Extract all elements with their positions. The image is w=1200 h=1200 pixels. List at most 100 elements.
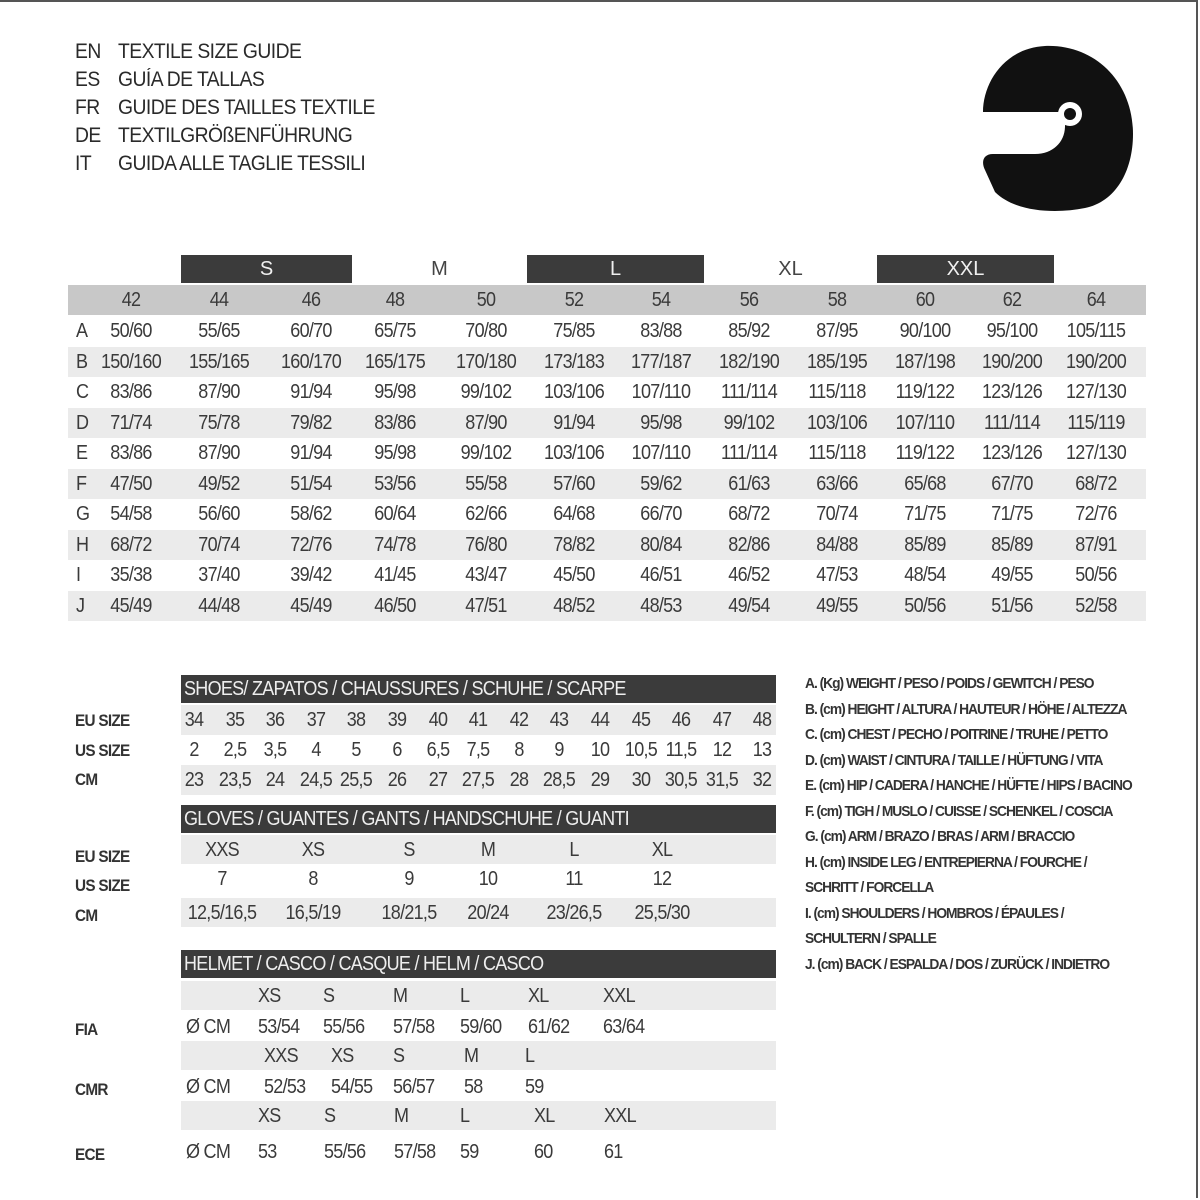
unit-label: Ø CM xyxy=(186,1076,231,1098)
table-cell: 40 xyxy=(428,709,447,731)
table-cell: 6 xyxy=(392,739,402,761)
table-cell: 4 xyxy=(311,739,321,761)
table-row-stripe xyxy=(181,1101,776,1130)
row-label: A xyxy=(76,320,88,342)
row-label: ECE xyxy=(75,1145,105,1164)
table-cell: 9 xyxy=(404,868,414,890)
table-cell: 10 xyxy=(478,868,498,890)
table-cell: 182/190 xyxy=(718,350,780,373)
row-label: E xyxy=(76,442,88,464)
table-cell: 3,5 xyxy=(263,739,288,761)
table-cell: 36 xyxy=(265,709,285,731)
table-cell: 99/102 xyxy=(460,381,512,403)
section-title: SHOES/ ZAPATOS / CHAUSSURES / SCHUHE / S… xyxy=(181,675,776,703)
table-cell: 99/102 xyxy=(460,442,512,464)
language-code: ES xyxy=(75,68,100,91)
table-cell: 45/49 xyxy=(110,594,152,617)
table-cell: 80/84 xyxy=(640,533,682,556)
table-cell: 35 xyxy=(225,709,244,731)
guide-title: TEXTILGRÖßENFÜHRUNG xyxy=(118,124,353,147)
table-cell: 8 xyxy=(308,868,318,890)
table-cell: 43/47 xyxy=(465,564,507,586)
row-label: B xyxy=(76,350,88,373)
table-cell: 53 xyxy=(258,1141,277,1163)
table-cell: 87/95 xyxy=(816,320,858,342)
size-label: L xyxy=(525,1045,535,1067)
table-cell: 71/75 xyxy=(991,503,1033,525)
table-cell: 75/78 xyxy=(198,411,240,434)
size-label: XL xyxy=(528,985,549,1007)
table-cell: 59 xyxy=(525,1076,544,1098)
table-cell: 24,5 xyxy=(299,769,333,791)
table-row-stripe xyxy=(68,590,1146,621)
table-cell: 28 xyxy=(509,769,529,791)
table-cell: 103/106 xyxy=(543,442,605,464)
table-cell: 72/76 xyxy=(1075,503,1117,525)
table-row-stripe xyxy=(181,1041,776,1070)
table-row-stripe xyxy=(181,835,776,864)
table-cell: 111/114 xyxy=(720,442,778,464)
table-cell: 11 xyxy=(565,868,583,890)
table-cell: 47/50 xyxy=(110,472,152,495)
size-number: 44 xyxy=(209,289,229,311)
row-label: H xyxy=(76,533,89,556)
table-cell: 87/90 xyxy=(465,411,507,434)
table-cell: 41/45 xyxy=(374,564,416,586)
table-cell: 46/50 xyxy=(374,594,416,617)
size-number: 60 xyxy=(915,289,935,311)
size-label: XS xyxy=(331,1045,354,1067)
table-cell: 51/54 xyxy=(290,472,332,495)
table-cell: 71/75 xyxy=(904,503,946,525)
table-cell: 127/130 xyxy=(1065,381,1127,403)
table-cell: 59 xyxy=(460,1141,479,1163)
section-title: GLOVES / GUANTES / GANTS / HANDSCHUHE / … xyxy=(181,805,776,833)
row-label: CMR xyxy=(75,1080,108,1099)
table-cell: 39/42 xyxy=(290,564,332,586)
table-cell: 2 xyxy=(189,739,199,761)
table-cell: 107/110 xyxy=(631,381,691,403)
legend-item: SCHRITT / FORCELLA xyxy=(805,879,934,896)
table-cell: 50/56 xyxy=(904,594,946,617)
row-label: EU SIZE xyxy=(75,711,130,730)
row-label: J xyxy=(76,594,85,617)
table-cell: 11,5 xyxy=(665,739,698,761)
table-row-stripe xyxy=(181,898,776,927)
table-cell: 70/80 xyxy=(465,320,507,342)
table-cell: 47/51 xyxy=(465,594,507,617)
helmet-icon xyxy=(982,45,1133,211)
table-cell: 28,5 xyxy=(543,769,576,791)
table-cell: 18/21,5 xyxy=(381,902,437,924)
table-cell: 127/130 xyxy=(1065,442,1127,464)
table-cell: 177/187 xyxy=(630,350,692,373)
table-cell: 7,5 xyxy=(466,739,491,761)
row-label: CM xyxy=(75,770,98,789)
table-cell: 83/86 xyxy=(374,411,416,434)
table-cell: 30,5 xyxy=(665,769,698,791)
table-row-stripe xyxy=(181,705,776,735)
table-cell: 60/70 xyxy=(290,320,332,342)
table-cell: 9 xyxy=(554,739,565,761)
guide-title: TEXTILE SIZE GUIDE xyxy=(118,40,302,63)
table-cell: 13 xyxy=(753,739,772,761)
table-cell: 46/52 xyxy=(728,564,770,586)
table-cell: 61/62 xyxy=(528,1016,570,1038)
legend-item: A. (Kg) WEIGHT / PESO / POIDS / GEWITCH … xyxy=(805,675,1095,692)
table-cell: 23,5 xyxy=(218,769,252,791)
table-cell: 107/110 xyxy=(895,411,955,434)
table-cell: 70/74 xyxy=(816,503,858,525)
table-row-stripe xyxy=(68,346,1146,377)
size-header-row xyxy=(68,285,1146,315)
table-cell: 12 xyxy=(652,868,672,890)
table-cell: 10,5 xyxy=(624,739,658,761)
table-cell: 185/195 xyxy=(806,350,868,373)
table-cell: 54/58 xyxy=(110,503,152,525)
table-cell: 55/65 xyxy=(198,320,240,342)
size-label: S xyxy=(323,985,335,1007)
table-cell: L xyxy=(569,839,579,861)
table-cell: 85/89 xyxy=(991,533,1033,556)
table-row-stripe xyxy=(68,407,1146,438)
table-row-stripe xyxy=(181,765,776,795)
table-cell: 44/48 xyxy=(198,594,240,617)
guide-title: GUÍA DE TALLAS xyxy=(118,68,265,91)
table-cell: 55/58 xyxy=(465,472,507,495)
